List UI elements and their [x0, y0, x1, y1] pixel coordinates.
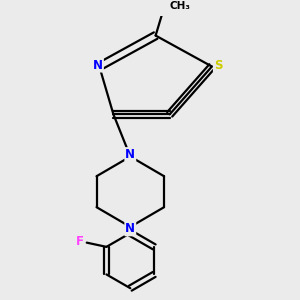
Text: S: S [214, 58, 222, 72]
Text: F: F [76, 235, 84, 248]
Text: N: N [125, 222, 135, 236]
Text: N: N [125, 148, 135, 161]
Text: N: N [93, 58, 103, 72]
Text: CH₃: CH₃ [169, 1, 190, 11]
